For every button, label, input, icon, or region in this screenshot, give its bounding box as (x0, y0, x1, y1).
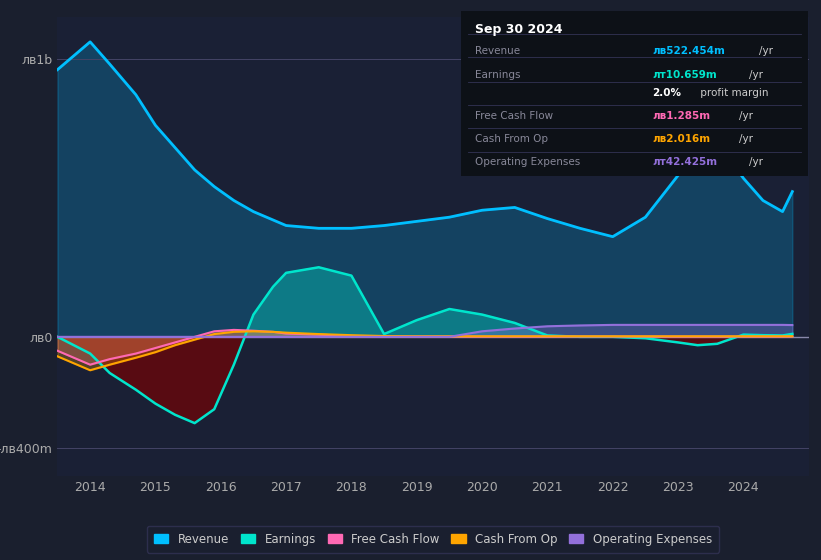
Legend: Revenue, Earnings, Free Cash Flow, Cash From Op, Operating Expenses: Revenue, Earnings, Free Cash Flow, Cash … (147, 526, 719, 553)
Text: /yr: /yr (749, 70, 763, 80)
Text: Sep 30 2024: Sep 30 2024 (475, 23, 562, 36)
Text: лв2.016m: лв2.016m (652, 134, 710, 144)
Text: Revenue: Revenue (475, 46, 521, 56)
Text: Free Cash Flow: Free Cash Flow (475, 111, 553, 121)
Text: /yr: /yr (759, 46, 773, 56)
Text: /yr: /yr (739, 111, 753, 121)
Text: Operating Expenses: Operating Expenses (475, 157, 580, 167)
Text: /yr: /yr (739, 134, 753, 144)
Text: 2.0%: 2.0% (652, 88, 681, 98)
Text: profit margin: profit margin (697, 88, 768, 98)
Text: лт42.425m: лт42.425m (652, 157, 717, 167)
Text: Earnings: Earnings (475, 70, 521, 80)
Text: лт10.659m: лт10.659m (652, 70, 717, 80)
Text: лв1.285m: лв1.285m (652, 111, 710, 121)
Text: Cash From Op: Cash From Op (475, 134, 548, 144)
Text: /yr: /yr (749, 157, 763, 167)
Text: лв522.454m: лв522.454m (652, 46, 725, 56)
